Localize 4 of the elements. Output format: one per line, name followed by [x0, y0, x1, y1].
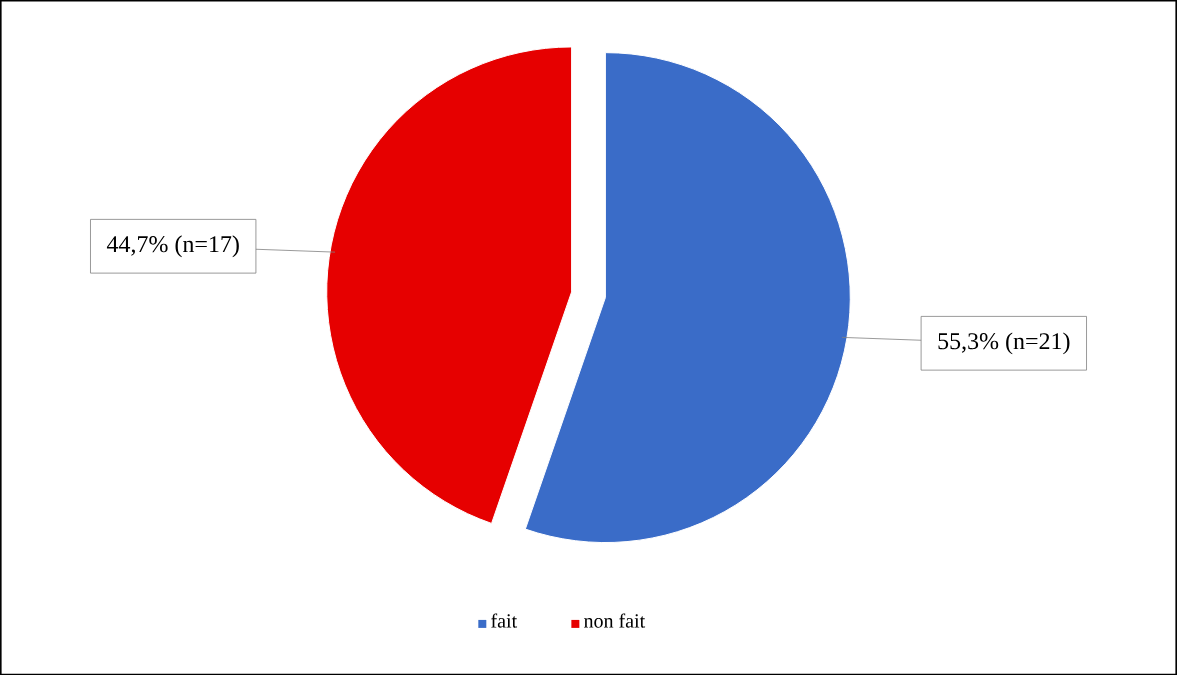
- legend-label: fait: [491, 613, 518, 628]
- legend-label: non fait: [584, 613, 646, 628]
- data-label: 44,7% (n=17): [106, 235, 239, 258]
- data-label: 55,3% (n=21): [938, 332, 1070, 355]
